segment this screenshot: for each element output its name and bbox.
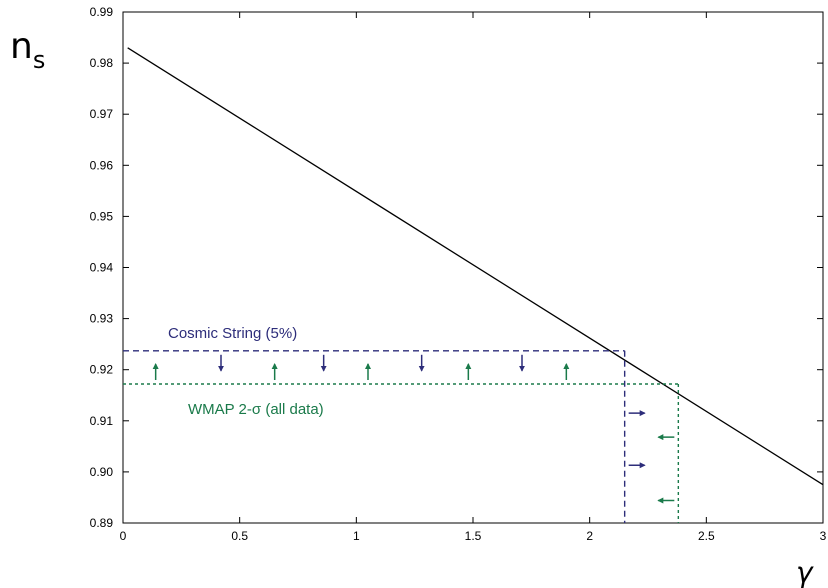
x-axis-title: γ — [796, 556, 814, 588]
x-tick-label: 2.5 — [698, 529, 715, 543]
y-tick-label: 0.92 — [90, 363, 114, 377]
ns-gamma-line — [127, 47, 824, 486]
y-tick-label: 0.89 — [90, 516, 114, 530]
plot-frame — [122, 11, 824, 524]
x-tick-label: 2 — [586, 529, 593, 543]
y-axis-title-base: n — [10, 26, 33, 67]
y-tick-label: 0.96 — [90, 158, 114, 172]
y-axis-title-sub: s — [33, 46, 46, 74]
x-tick-label: 3 — [820, 529, 827, 543]
y-tick-label: 0.90 — [90, 465, 114, 479]
y-tick-label: 0.99 — [90, 5, 114, 19]
y-axis-title: ns — [10, 26, 45, 74]
y-tick-label: 0.98 — [90, 56, 114, 70]
x-tick-label: 0.5 — [231, 529, 248, 543]
y-tick-label: 0.93 — [90, 312, 114, 326]
wmap-label: WMAP 2-σ (all data) — [188, 401, 324, 418]
cosmic-string-label: Cosmic String (5%) — [168, 325, 297, 342]
y-tick-label: 0.94 — [90, 261, 114, 275]
x-tick-label: 1 — [353, 529, 360, 543]
y-tick-label: 0.91 — [90, 414, 114, 428]
y-tick-label: 0.95 — [90, 209, 114, 223]
y-tick-label: 0.97 — [90, 107, 114, 121]
x-tick-label: 1.5 — [465, 529, 482, 543]
x-tick-label: 0 — [120, 529, 127, 543]
